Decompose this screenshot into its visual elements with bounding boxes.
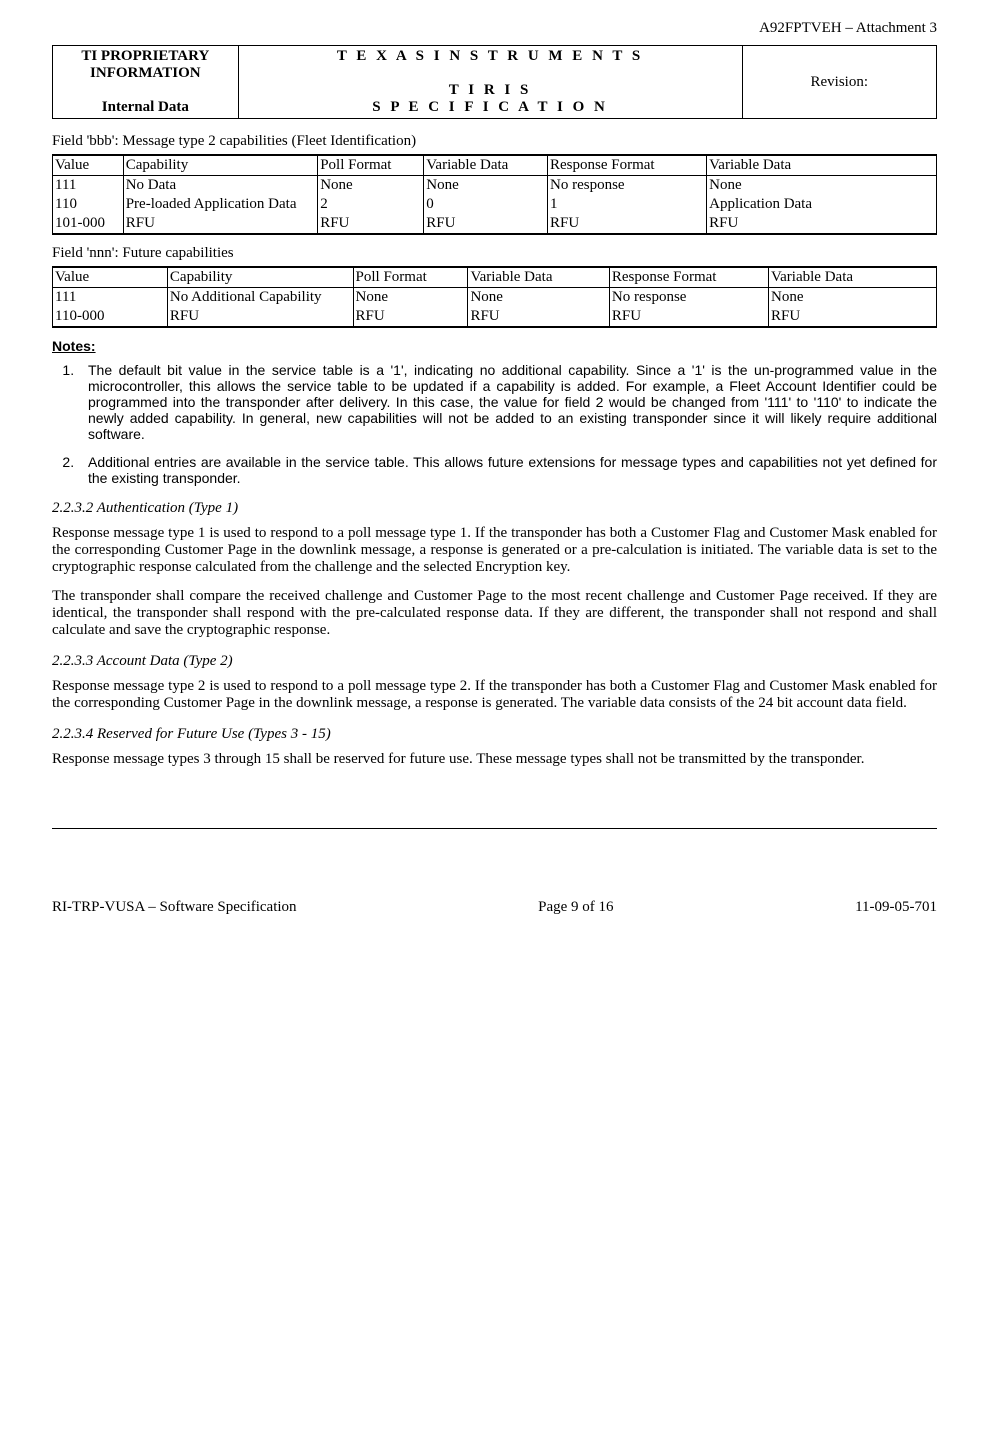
col-header: Capability (123, 155, 317, 176)
footer-rule (52, 828, 937, 829)
table2-caption: Field 'nnn': Future capabilities (52, 245, 937, 262)
col-header: Poll Format (318, 155, 424, 176)
table-cell: RFU (353, 307, 468, 327)
col-header: Variable Data (424, 155, 548, 176)
section-2233-heading: 2.2.3.3 Account Data (Type 2) (52, 653, 937, 670)
notes-title: Notes: (52, 338, 937, 354)
table-cell: RFU (707, 214, 937, 234)
col-header: Response Format (548, 155, 707, 176)
hdr-left-3: Internal Data (102, 99, 189, 115)
header-table: TI PROPRIETARY INFORMATION Internal Data… (52, 45, 937, 119)
table-cell: 110 (53, 195, 124, 214)
table-cell: 2 (318, 195, 424, 214)
footer-right: 11-09-05-701 (855, 899, 937, 916)
hdr-center-2: T I R I S (449, 82, 532, 98)
footer-center: Page 9 of 16 (538, 899, 613, 916)
header-right: Revision: (742, 46, 936, 119)
table-cell: 101-000 (53, 214, 124, 234)
table-cell: None (768, 288, 936, 308)
section-2234-heading: 2.2.3.4 Reserved for Future Use (Types 3… (52, 726, 937, 743)
table-cell: 111 (53, 176, 124, 196)
col-header: Variable Data (768, 267, 936, 288)
table-cell: None (424, 176, 548, 196)
header-left: TI PROPRIETARY INFORMATION Internal Data (53, 46, 239, 119)
col-header: Variable Data (707, 155, 937, 176)
section-2232-p2: The transponder shall compare the receiv… (52, 588, 937, 639)
col-header: Value (53, 155, 124, 176)
doc-id: A92FPTVEH – Attachment 3 (52, 20, 937, 37)
table-cell: RFU (609, 307, 768, 327)
section-2232-heading: 2.2.3.2 Authentication (Type 1) (52, 500, 937, 517)
table-cell: No response (609, 288, 768, 308)
table-cell: RFU (548, 214, 707, 234)
table-cell: Application Data (707, 195, 937, 214)
table-cell: RFU (123, 214, 317, 234)
table-cell: No Data (123, 176, 317, 196)
table-cell: 1 (548, 195, 707, 214)
section-2234-p1: Response message types 3 through 15 shal… (52, 751, 937, 768)
hdr-right-1: Revision: (811, 74, 869, 90)
hdr-left-2: INFORMATION (90, 65, 201, 81)
table-cell: RFU (768, 307, 936, 327)
table-cell: None (707, 176, 937, 196)
table-cell: None (353, 288, 468, 308)
table-cell: RFU (468, 307, 609, 327)
table-cell: No Additional Capability (167, 288, 353, 308)
footer-left: RI-TRP-VUSA – Software Specification (52, 899, 297, 916)
note-item: The default bit value in the service tab… (78, 362, 937, 442)
footer: RI-TRP-VUSA – Software Specification Pag… (52, 899, 937, 916)
notes-list: The default bit value in the service tab… (52, 362, 937, 486)
table1-caption: Field 'bbb': Message type 2 capabilities… (52, 133, 937, 150)
col-header: Capability (167, 267, 353, 288)
header-center: T E X A S I N S T R U M E N T S T I R I … (238, 46, 742, 119)
table-cell: 0 (424, 195, 548, 214)
col-header: Poll Format (353, 267, 468, 288)
table-cell: None (318, 176, 424, 196)
col-header: Value (53, 267, 168, 288)
table-cell: RFU (318, 214, 424, 234)
note-item: Additional entries are available in the … (78, 454, 937, 486)
section-2233-p1: Response message type 2 is used to respo… (52, 678, 937, 712)
section-2232-p1: Response message type 1 is used to respo… (52, 525, 937, 576)
table-cell: 110-000 (53, 307, 168, 327)
hdr-center-1: T E X A S I N S T R U M E N T S (337, 48, 643, 64)
table-cell: RFU (167, 307, 353, 327)
table-cell: RFU (424, 214, 548, 234)
table2: ValueCapabilityPoll FormatVariable DataR… (52, 266, 937, 328)
table1: ValueCapabilityPoll FormatVariable DataR… (52, 154, 937, 235)
table-cell: Pre-loaded Application Data (123, 195, 317, 214)
hdr-center-3: S P E C I F I C A T I O N (372, 99, 608, 115)
hdr-left-1: TI PROPRIETARY (81, 48, 209, 64)
table-cell: 111 (53, 288, 168, 308)
col-header: Response Format (609, 267, 768, 288)
col-header: Variable Data (468, 267, 609, 288)
table-cell: None (468, 288, 609, 308)
table-cell: No response (548, 176, 707, 196)
